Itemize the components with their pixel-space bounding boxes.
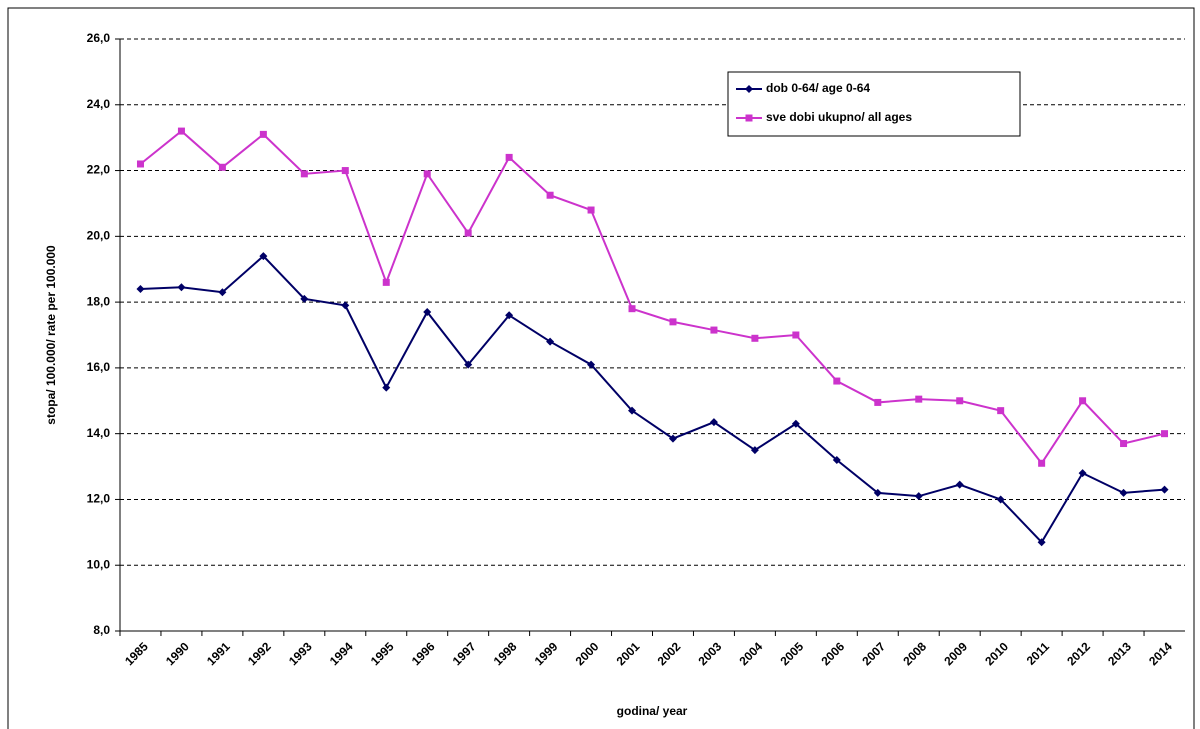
point [1079, 397, 1087, 405]
point [1037, 538, 1046, 547]
point [587, 206, 595, 214]
series-line [140, 254, 1165, 544]
point [218, 163, 226, 171]
y-axis-label: stopa/ 100.000/ rate per 100.000 [44, 245, 58, 425]
point [464, 360, 473, 369]
legend-marker [745, 85, 753, 93]
point [874, 398, 882, 406]
point [873, 488, 882, 497]
legend-label: sve dobi ukupno/ all ages [766, 110, 912, 124]
point [997, 407, 1005, 415]
point [546, 337, 555, 346]
legend-marker [745, 114, 753, 122]
point [1161, 430, 1169, 438]
point [669, 318, 677, 326]
y-tick-label: 22,0 [87, 163, 111, 177]
y-tick-label: 16,0 [87, 360, 111, 374]
point [915, 395, 923, 403]
point [341, 167, 349, 175]
y-tick-label: 14,0 [87, 426, 111, 440]
point [218, 288, 227, 297]
point [423, 307, 432, 316]
point [300, 294, 309, 303]
point [914, 492, 923, 501]
point [136, 284, 145, 293]
point [1120, 440, 1128, 448]
y-tick-label: 12,0 [87, 492, 111, 506]
y-tick-label: 20,0 [87, 229, 111, 243]
point [382, 278, 390, 286]
point [341, 301, 350, 310]
point [668, 434, 677, 443]
point [710, 326, 718, 334]
point [791, 419, 800, 428]
y-tick-label: 24,0 [87, 97, 111, 111]
point [423, 170, 431, 178]
point [955, 480, 964, 489]
point [628, 305, 636, 313]
point [996, 495, 1005, 504]
point [751, 334, 759, 342]
point [177, 127, 185, 135]
y-tick-label: 26,0 [87, 31, 111, 45]
point [792, 331, 800, 339]
point [628, 406, 637, 415]
series-line [139, 129, 1165, 465]
point [587, 360, 596, 369]
point [832, 455, 841, 464]
point [259, 252, 268, 261]
point [259, 130, 267, 138]
point [1038, 459, 1046, 467]
point [505, 153, 513, 161]
point [709, 418, 718, 427]
point [546, 191, 554, 199]
point [833, 377, 841, 385]
y-tick-label: 18,0 [87, 294, 111, 308]
legend-label: dob 0-64/ age 0-64 [766, 81, 870, 95]
point [300, 170, 308, 178]
point [1160, 485, 1169, 494]
x-axis-label: godina/ year [617, 704, 688, 718]
point [956, 397, 964, 405]
y-tick-label: 10,0 [87, 557, 111, 571]
legend-box [727, 71, 1021, 137]
point [177, 283, 186, 292]
point [136, 160, 144, 168]
point [382, 383, 391, 392]
point [464, 229, 472, 237]
point [1119, 488, 1128, 497]
point [505, 311, 514, 320]
point [750, 446, 759, 455]
y-tick-label: 8,0 [93, 623, 110, 637]
point [1078, 469, 1087, 478]
